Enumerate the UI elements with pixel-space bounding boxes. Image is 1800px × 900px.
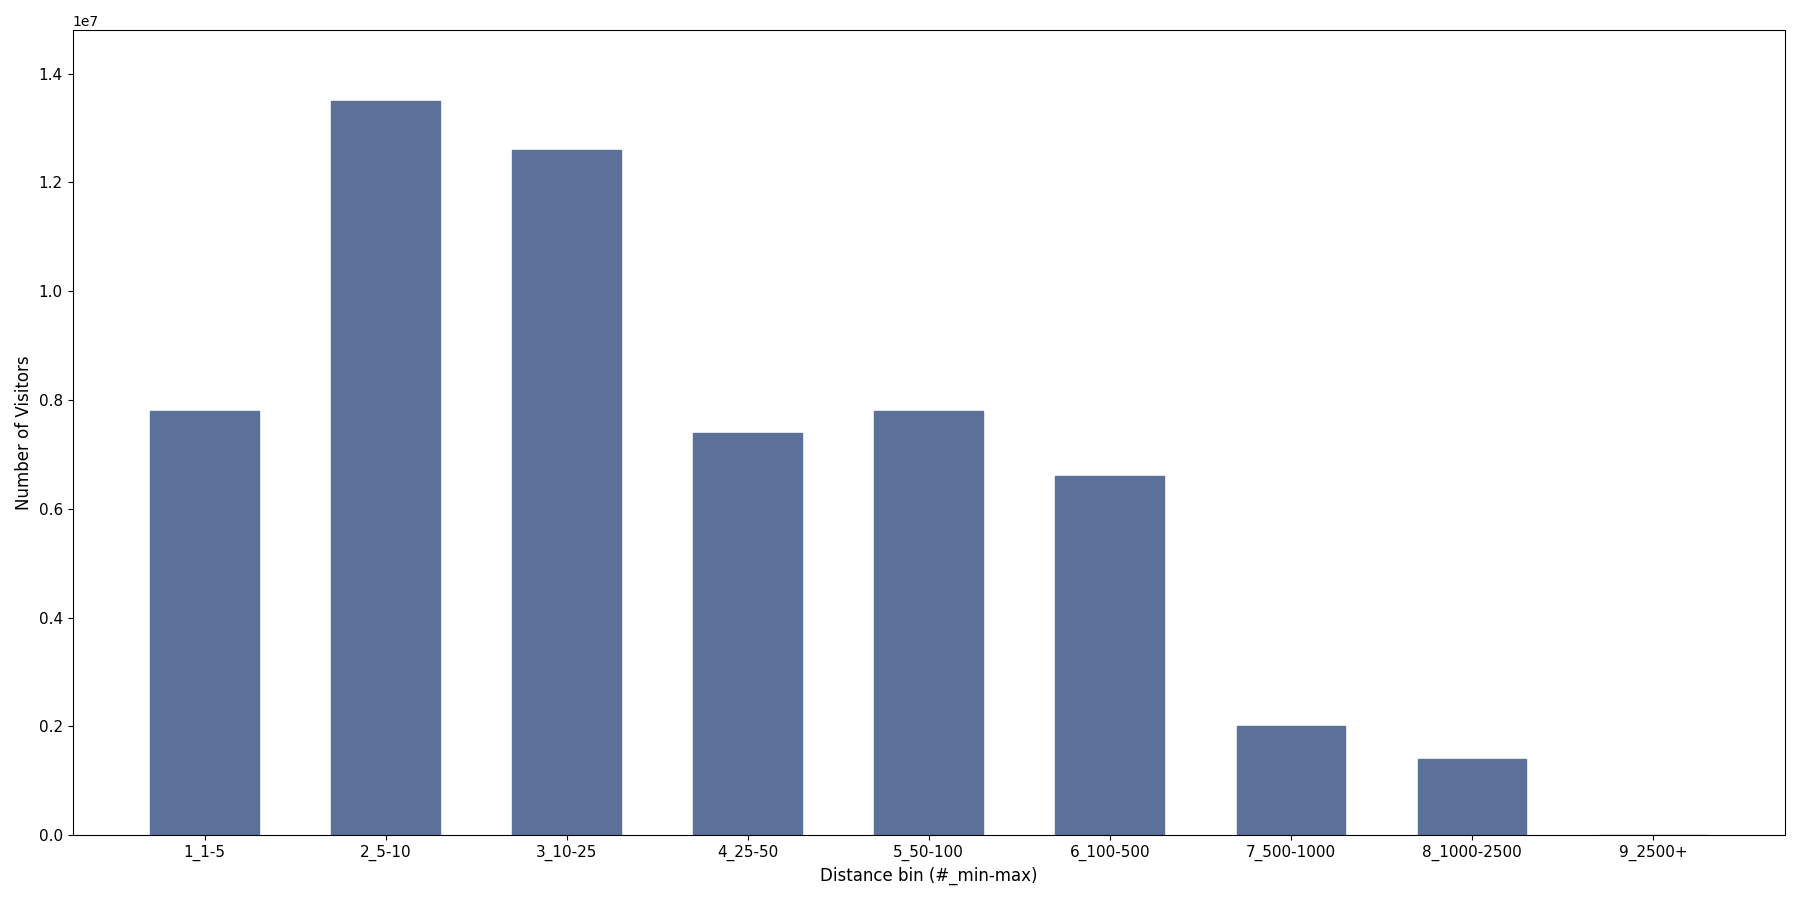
Bar (513, 149, 621, 835)
X-axis label: Distance bin (#_min-max): Distance bin (#_min-max) (821, 867, 1037, 885)
Bar (151, 411, 259, 835)
Bar (875, 411, 983, 835)
Bar (1055, 476, 1165, 835)
Bar (1418, 759, 1526, 835)
Bar (693, 433, 803, 835)
Bar (1237, 726, 1345, 835)
Bar (331, 101, 439, 835)
Y-axis label: Number of Visitors: Number of Visitors (14, 356, 32, 510)
